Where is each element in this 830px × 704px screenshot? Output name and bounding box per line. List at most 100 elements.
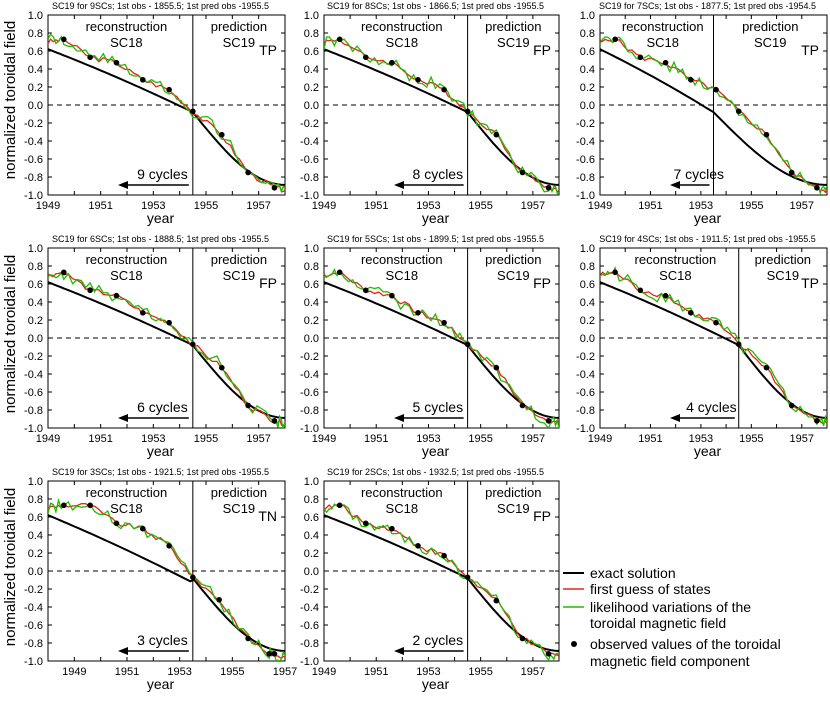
observed-point <box>271 418 278 424</box>
observed-point <box>545 185 552 191</box>
y-tick-label: 1.0 <box>28 243 43 255</box>
x-axis-label: year <box>422 676 450 692</box>
legend-swatch-observed <box>571 641 577 647</box>
reconstruction-cycle-label: SC18 <box>110 35 143 50</box>
x-axis-label: year <box>694 443 722 459</box>
y-tick-label: 1.0 <box>580 243 595 255</box>
y-tick-label: -0.6 <box>300 154 319 166</box>
y-tick-label: -0.6 <box>24 620 43 632</box>
x-tick-label: 1949 <box>62 666 86 678</box>
observed-point <box>612 36 618 43</box>
panels: SC19 for 9SCs; 1st obs - 1855.5; 1st pre… <box>24 1 828 692</box>
y-tick-label: -0.8 <box>576 172 595 184</box>
y-tick-label: 0.8 <box>28 494 43 506</box>
observed-point <box>545 418 552 424</box>
observed-point <box>389 59 395 66</box>
observed-point <box>271 651 278 657</box>
y-tick-label: -0.8 <box>300 638 319 650</box>
reconstruction-label: reconstruction <box>635 252 717 267</box>
observed-point <box>389 292 395 299</box>
observed-point <box>336 269 343 276</box>
reconstruction-cycle-label: SC18 <box>659 268 692 283</box>
prediction-cycle-label: SC19 <box>223 268 256 283</box>
observed-point <box>87 54 93 61</box>
y-tick-label: 0.0 <box>304 333 319 345</box>
reconstruction-cycle-label: SC18 <box>386 501 419 516</box>
y-tick-label: 0.0 <box>304 100 319 112</box>
observed-point <box>266 651 273 657</box>
observed-point <box>219 364 225 371</box>
x-tick-label: 1953 <box>141 200 165 212</box>
chart-panel-7: SC19 for 3SCs; 1st obs - 1921.5; 1st pre… <box>24 467 297 692</box>
legend-label-guess: first guess of states <box>590 581 711 597</box>
x-tick-label: 1955 <box>739 433 763 445</box>
y-tick-label: 0.0 <box>28 333 43 345</box>
x-tick-label: 1955 <box>194 433 218 445</box>
x-tick-label: 1953 <box>416 200 440 212</box>
x-tick-label: 1951 <box>88 200 112 212</box>
reconstruction-label: reconstruction <box>86 19 168 34</box>
observed-point <box>219 131 225 138</box>
observed-point <box>814 418 820 424</box>
x-tick-label: 1951 <box>364 200 388 212</box>
x-axis-label: year <box>147 443 175 459</box>
x-tick-label: 1951 <box>638 433 662 445</box>
cycles-arrow-head <box>394 647 404 655</box>
y-tick-label: -0.2 <box>24 118 43 130</box>
series-exact-solution <box>48 281 285 419</box>
y-tick-label: -0.2 <box>300 351 319 363</box>
observed-point <box>362 54 369 61</box>
series-exact-solution <box>324 48 559 186</box>
series-exact-solution <box>324 281 559 419</box>
observed-point <box>464 574 471 581</box>
y-tick-label: -1.0 <box>576 423 595 435</box>
y-tick-label: -1.0 <box>24 656 43 668</box>
y-tick-label: 0.0 <box>580 100 595 112</box>
forecast-flag: FP <box>533 508 551 524</box>
y-tick-label: 0.4 <box>28 297 43 309</box>
observed-point <box>519 635 526 642</box>
y-tick-label: 0.6 <box>304 279 319 291</box>
legend-label-observed-1: observed values of the toroidal <box>590 636 781 652</box>
reconstruction-cycle-label: SC18 <box>110 501 143 516</box>
y-tick-label: -0.6 <box>300 620 319 632</box>
observed-point <box>166 86 172 93</box>
series-likelihood-variations <box>324 503 559 661</box>
x-tick-label: 1953 <box>689 433 713 445</box>
cycles-arrow-head <box>118 647 128 655</box>
observed-point <box>713 319 719 326</box>
x-axis-label: year <box>422 210 450 226</box>
x-tick-label: 1955 <box>194 200 218 212</box>
reconstruction-cycle-label: SC18 <box>646 35 679 50</box>
observed-point <box>113 292 120 299</box>
x-axis-label: year <box>147 676 175 692</box>
y-axis-label-row1: normalized toroidal field <box>2 21 19 179</box>
y-tick-label: -0.2 <box>24 584 43 596</box>
observed-point <box>216 597 222 603</box>
series-likelihood-variations <box>48 33 285 194</box>
observed-point <box>336 36 343 43</box>
observed-point <box>140 525 146 532</box>
reconstruction-label: reconstruction <box>361 252 443 267</box>
legend-label-likelihood-1: likelihood variations of the <box>590 599 751 615</box>
y-tick-label: 1.0 <box>304 10 319 22</box>
x-tick-label: 1953 <box>416 433 440 445</box>
observed-point <box>140 310 146 316</box>
reconstruction-cycle-label: SC18 <box>386 35 419 50</box>
observed-point <box>166 543 172 549</box>
cycles-arrow-head <box>670 181 680 189</box>
panel-title: SC19 for 6SCs; 1st obs - 1888.5; 1st pre… <box>52 234 269 244</box>
y-tick-label: -0.2 <box>300 118 319 130</box>
x-tick-label: 1949 <box>36 200 60 212</box>
y-tick-label: 0.2 <box>28 548 43 560</box>
x-tick-label: 1957 <box>273 666 297 678</box>
forecast-flag: TP <box>259 42 277 58</box>
y-tick-label: 0.4 <box>580 64 595 76</box>
observed-point <box>113 59 120 66</box>
observed-point <box>763 364 770 371</box>
reconstruction-label: reconstruction <box>361 19 443 34</box>
x-tick-label: 1955 <box>468 666 492 678</box>
prediction-cycle-label: SC19 <box>754 35 787 50</box>
chart-panel-1: SC19 for 9SCs; 1st obs - 1855.5; 1st pre… <box>24 1 286 226</box>
